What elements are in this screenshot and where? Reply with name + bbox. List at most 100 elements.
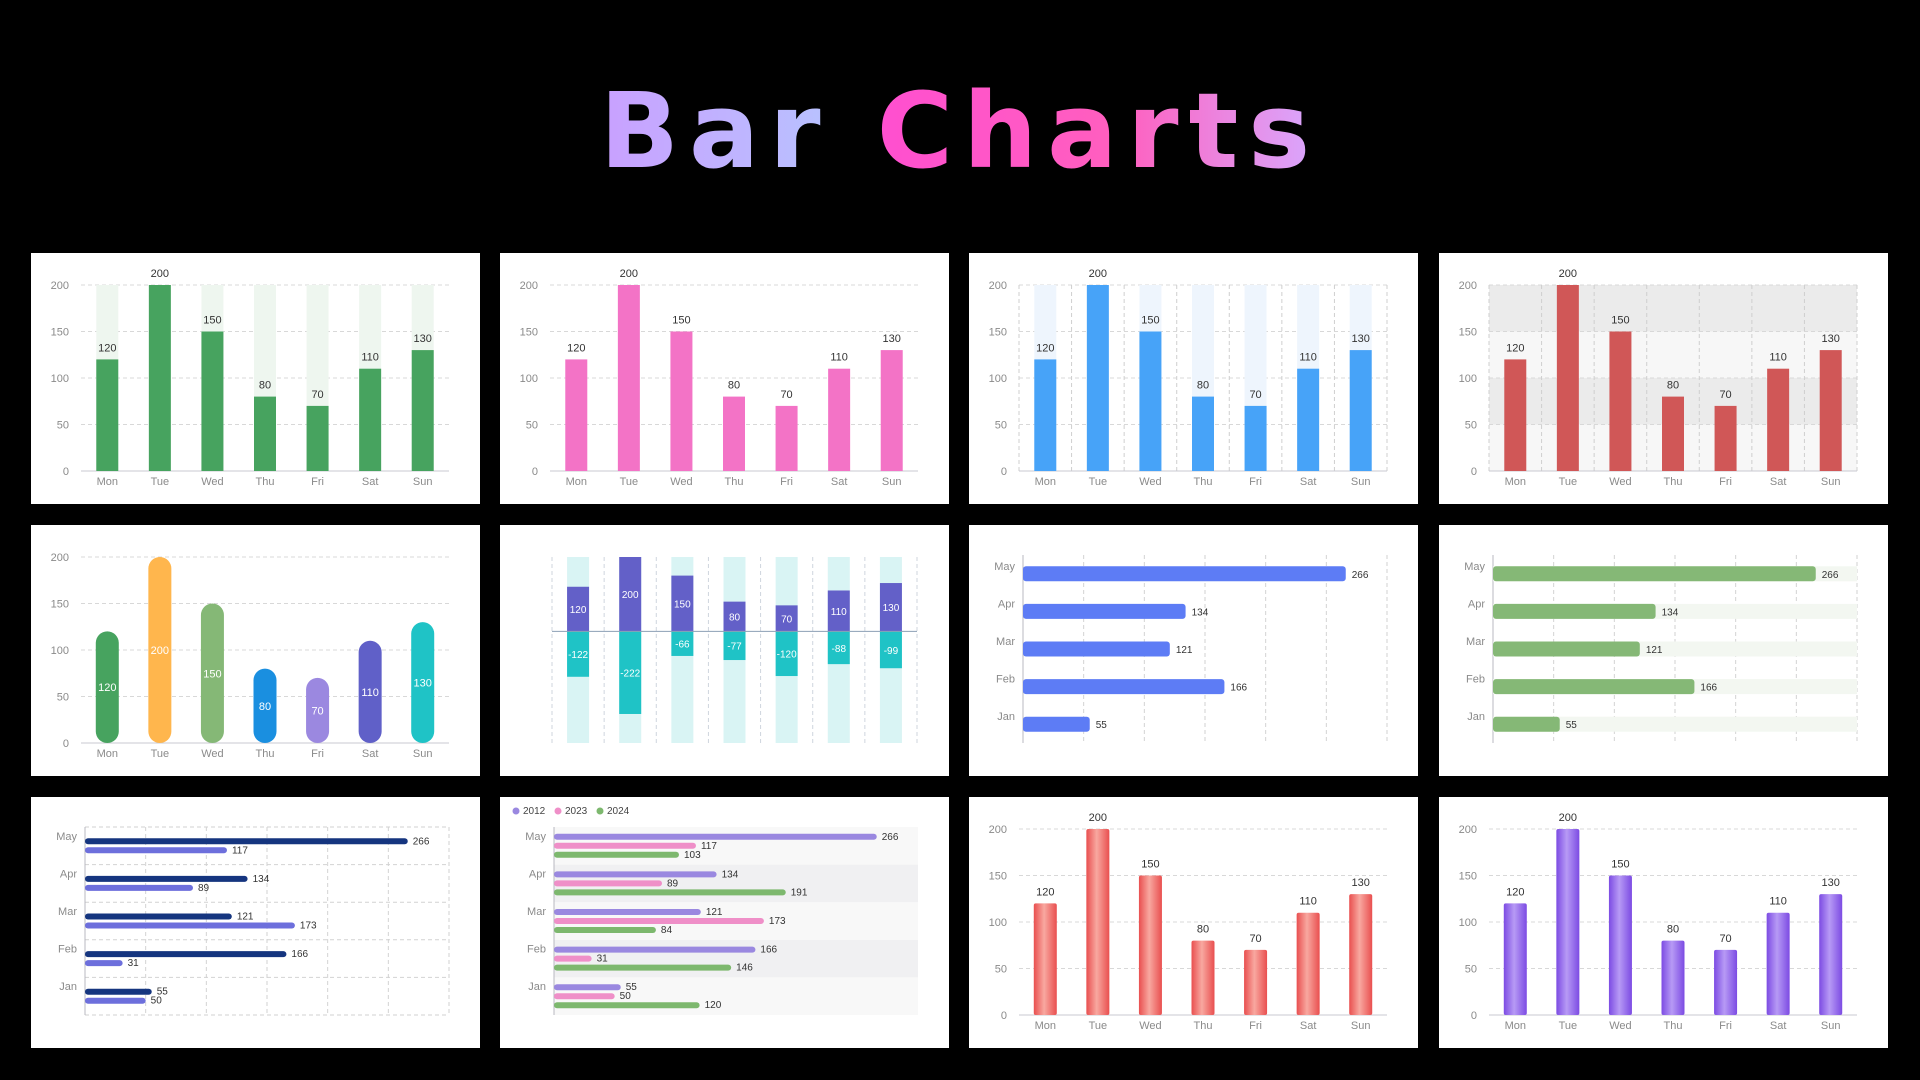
bar-positive-wed [671, 575, 694, 632]
bar-negative-fri [775, 631, 798, 677]
data-label: 134 [1662, 607, 1679, 618]
bar-fri [775, 405, 798, 471]
data-label: 146 [736, 963, 753, 974]
y-tick-label: 150 [51, 327, 69, 339]
x-tick-label: Sat [362, 748, 379, 760]
data-label: 110 [1299, 352, 1317, 364]
data-label: -99 [884, 646, 899, 657]
data-label: 120 [1036, 886, 1054, 898]
data-label: 121 [237, 912, 254, 923]
chart-panel-3: 0 50 100 150 200 120 Mon 200 Tue 150 Wed 80 Thu 70 Fri… [969, 253, 1418, 504]
data-label: 80 [1197, 924, 1209, 936]
bar-tue [148, 285, 171, 471]
y-tick-label: 50 [1465, 964, 1477, 976]
chart-panel-6: 120 -122 200 -222 150 -66 80 -77 70 -120 110 -88 130… [500, 525, 949, 776]
chart-panel-5: 0 50 100 150 200 120 Mon 200 Tue 150 Wed 80 Thu 70 Fri… [31, 525, 480, 776]
data-label: 70 [1249, 933, 1261, 945]
y-tick-label: 100 [520, 373, 538, 385]
y-tick-label: Jan [59, 981, 77, 993]
data-label: 89 [667, 878, 679, 889]
y-tick-label: 200 [989, 824, 1007, 836]
y-tick-label: 0 [532, 466, 538, 478]
data-label: 200 [1559, 812, 1577, 824]
y-tick-label: 200 [51, 280, 69, 292]
data-label: 117 [701, 841, 717, 852]
bar-jan [1023, 716, 1090, 732]
chart-panel-9: Jan 55 50 Feb 166 31 Mar 121 173 Apr 134 89 May 266 11… [31, 797, 480, 1048]
data-label: 70 [1719, 933, 1731, 945]
y-tick-label: 100 [51, 645, 69, 657]
data-label: 200 [622, 590, 639, 601]
bar-feb-series-3 [554, 964, 732, 971]
bar-feb [1493, 679, 1695, 695]
data-label: 120 [567, 342, 585, 354]
chart-positive-negative: 120 -122 200 -222 150 -66 80 -77 70 -120 110 -88 130… [551, 557, 918, 743]
data-label: 134 [1192, 607, 1209, 618]
y-tick-label: 50 [57, 420, 69, 432]
y-tick-label: 0 [1471, 466, 1477, 478]
bar-sat [359, 368, 382, 471]
x-tick-label: Mon [1505, 476, 1526, 488]
legend-label: 2023 [565, 806, 588, 817]
bar-jan-series-3 [554, 1002, 700, 1009]
y-tick-label: May [56, 831, 77, 843]
data-label: 55 [1096, 720, 1108, 731]
bar-sun [1349, 350, 1372, 471]
legend-label: 2024 [607, 806, 630, 817]
bar-sun [1819, 350, 1842, 471]
y-tick-label: Apr [998, 598, 1015, 610]
y-tick-label: 50 [1465, 420, 1477, 432]
data-label: 200 [151, 645, 169, 657]
y-tick-label: 0 [1471, 1010, 1477, 1022]
bar-feb-series-2 [554, 955, 592, 962]
data-label: -66 [675, 640, 690, 651]
bar-thu [1192, 396, 1214, 471]
y-tick-label: 200 [1459, 280, 1477, 292]
chart-horizontal-track: Jan 55 Feb 166 Mar 121 Apr 134 May 266 [1464, 555, 1858, 743]
data-label: 166 [760, 945, 777, 956]
y-tick-label: Apr [529, 868, 546, 880]
data-label: 31 [597, 954, 609, 965]
y-tick-label: 0 [63, 738, 69, 750]
chart-purple-cylinder: 0 50 100 150 200 120 Mon 200 Tue 150 Wed 80 Thu 70 Fri… [1459, 812, 1857, 1032]
data-label: 130 [883, 333, 901, 345]
x-tick-label: Sat [1770, 476, 1787, 488]
data-label: 110 [1769, 352, 1787, 364]
x-tick-label: Tue [1089, 1020, 1108, 1032]
data-label: 120 [98, 342, 116, 354]
data-label: 55 [626, 982, 638, 993]
bar-jan [1493, 716, 1560, 732]
bar-sat [1766, 912, 1790, 1015]
page-title-word-1: Bar [599, 70, 831, 192]
split-area-band [554, 977, 918, 1015]
bar-tue [1556, 829, 1580, 1015]
x-tick-label: Mon [97, 476, 118, 488]
data-label: 130 [1352, 333, 1370, 345]
x-tick-label: Wed [201, 748, 223, 760]
y-tick-label: 200 [520, 280, 538, 292]
x-tick-label: Sun [413, 476, 433, 488]
legend-marker [512, 807, 520, 815]
data-label: 31 [128, 958, 140, 969]
data-label: 150 [1141, 859, 1159, 871]
data-label: 110 [830, 352, 848, 364]
bar-may-series-3 [554, 851, 679, 858]
chart-rounded-multicolor: 0 50 100 150 200 120 Mon 200 Tue 150 Wed 80 Thu 70 Fri… [51, 552, 449, 760]
bar-feb [1023, 679, 1225, 695]
data-label: 70 [1249, 389, 1261, 401]
legend-marker [554, 807, 562, 815]
bar-fri [1244, 405, 1267, 471]
data-label: 110 [1299, 896, 1317, 908]
x-tick-label: Mon [1035, 1020, 1056, 1032]
x-tick-label: Tue [1559, 1020, 1578, 1032]
bar-wed [1139, 331, 1162, 471]
y-tick-label: 100 [1459, 373, 1477, 385]
y-tick-label: 150 [989, 871, 1007, 883]
bar-may [1023, 566, 1346, 582]
data-label: 120 [705, 1000, 722, 1011]
chart-green-track: 0 50 100 150 200 120 Mon 200 Tue 150 Wed 80 Thu 70 Fri… [51, 268, 449, 488]
x-tick-label: Fri [1249, 476, 1262, 488]
bar-track [1493, 716, 1857, 732]
